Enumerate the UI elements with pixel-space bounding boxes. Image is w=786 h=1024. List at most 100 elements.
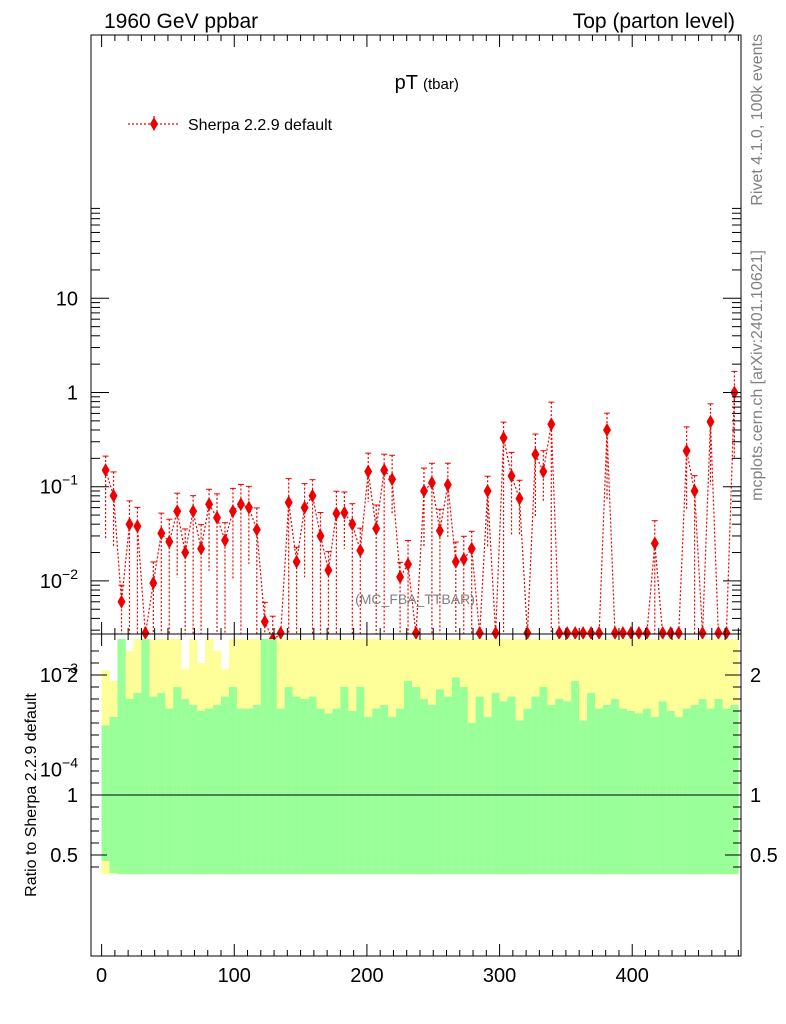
data-point xyxy=(396,570,405,584)
ratio-band-inner xyxy=(221,696,230,875)
data-point xyxy=(658,626,667,640)
data-point xyxy=(483,484,492,498)
ratio-band-inner xyxy=(507,696,516,875)
data-point xyxy=(674,626,683,640)
ratio-band-inner xyxy=(101,725,110,861)
data-point xyxy=(388,472,397,487)
ratio-band-inner xyxy=(459,687,469,875)
x-tick-labels: 0 100 200 300 400 xyxy=(96,965,649,987)
data-point xyxy=(427,475,436,490)
ratio-band-inner xyxy=(308,696,317,875)
header-right-label: Top (parton level) xyxy=(573,10,735,33)
y-tick-label: 1 xyxy=(67,383,78,405)
data-point xyxy=(300,500,309,515)
x-tick-label: 0 xyxy=(96,965,107,987)
ratio-y-tick-label-right: 0.5 xyxy=(750,845,778,867)
ratio-band-inner xyxy=(396,708,405,875)
ratio-y-axis-label: Ratio to Sherpa 2.2.9 default xyxy=(23,693,40,897)
data-point xyxy=(547,417,556,432)
data-point xyxy=(276,626,285,640)
data-point xyxy=(197,541,206,556)
data-point xyxy=(706,414,715,429)
ratio-band-inner xyxy=(603,705,612,875)
data-point xyxy=(507,469,516,483)
legend-label: Sherpa 2.2.9 default xyxy=(188,117,333,134)
ratio-band-inner xyxy=(268,639,278,875)
data-point xyxy=(228,504,237,519)
analysis-watermark: (MC_FBA_TTBAR) xyxy=(355,591,475,607)
ratio-band-inner xyxy=(244,708,254,875)
ratio-band-inner xyxy=(658,701,668,875)
y-tick-label-exponent: −1 xyxy=(62,472,78,488)
ratio-band-inner xyxy=(236,708,246,875)
data-point xyxy=(690,484,699,498)
data-point xyxy=(451,554,460,569)
ratio-band-inner xyxy=(706,708,715,875)
ratio-band-inner xyxy=(690,705,699,875)
data-point xyxy=(324,563,333,578)
data-point xyxy=(348,517,357,532)
data-point xyxy=(244,500,253,515)
ratio-band-inner xyxy=(443,696,453,875)
ratio-band-inner xyxy=(650,717,660,875)
ratio-band-inner xyxy=(451,677,461,875)
data-point xyxy=(236,497,245,512)
ratio-band-inner xyxy=(189,705,198,875)
rivet-version-label: Rivet 4.1.0, 100k events xyxy=(749,34,766,206)
data-point xyxy=(316,529,325,543)
data-point xyxy=(420,484,428,498)
ratio-band-inner xyxy=(531,696,540,875)
ratio-band-inner xyxy=(674,717,683,875)
ratio-band-inner xyxy=(292,696,301,875)
data-point xyxy=(284,495,293,510)
data-point xyxy=(714,626,723,640)
data-point xyxy=(221,533,229,548)
data-point xyxy=(443,477,452,492)
data-point xyxy=(523,626,532,640)
y-tick-label-base: 10 xyxy=(40,477,62,499)
data-point xyxy=(722,626,731,640)
ratio-uncertainty-bands xyxy=(101,639,739,875)
ratio-band-inner xyxy=(682,708,691,875)
y-tick-label: 10−3 xyxy=(40,660,78,687)
ratio-band-inner xyxy=(467,723,476,875)
ratio-band-inner xyxy=(324,713,333,875)
ratio-band-inner xyxy=(388,717,397,875)
data-point xyxy=(340,505,349,520)
data-point xyxy=(698,626,707,640)
ratio-band-inner xyxy=(141,639,150,875)
data-point xyxy=(539,464,548,479)
ratio-band-inner xyxy=(404,681,413,875)
data-point xyxy=(404,557,412,572)
y-tick-label: 10−2 xyxy=(40,566,78,593)
ratio-band-inner xyxy=(475,696,484,875)
ratio-band-inner xyxy=(276,708,285,875)
ratio-band-inner xyxy=(523,708,532,875)
data-point xyxy=(491,626,500,640)
ratio-band-inner xyxy=(125,699,134,875)
legend: Sherpa 2.2.9 default xyxy=(128,116,333,134)
data-point xyxy=(467,541,476,556)
ratio-band-inner xyxy=(435,689,445,875)
ratio-plot-frame xyxy=(90,633,742,957)
data-point xyxy=(531,447,540,462)
ratio-band-inner xyxy=(666,711,675,875)
data-point xyxy=(642,626,651,640)
ratio-band-inner xyxy=(372,708,381,875)
ratio-band-inner xyxy=(284,687,293,875)
x-tick-label: 400 xyxy=(616,965,649,987)
ratio-band-inner xyxy=(634,713,644,875)
ratio-band-inner xyxy=(332,708,341,875)
ratio-band-inner xyxy=(618,708,628,875)
data-point xyxy=(213,510,221,525)
data-point xyxy=(666,626,675,640)
ratio-band-inner xyxy=(515,720,524,875)
ratio-band-inner xyxy=(698,699,707,875)
data-point xyxy=(626,626,635,640)
ratio-y-tick-label-right: 1 xyxy=(750,785,761,807)
data-point xyxy=(292,554,301,569)
data-point xyxy=(109,488,118,503)
ratio-band-inner xyxy=(563,701,572,875)
